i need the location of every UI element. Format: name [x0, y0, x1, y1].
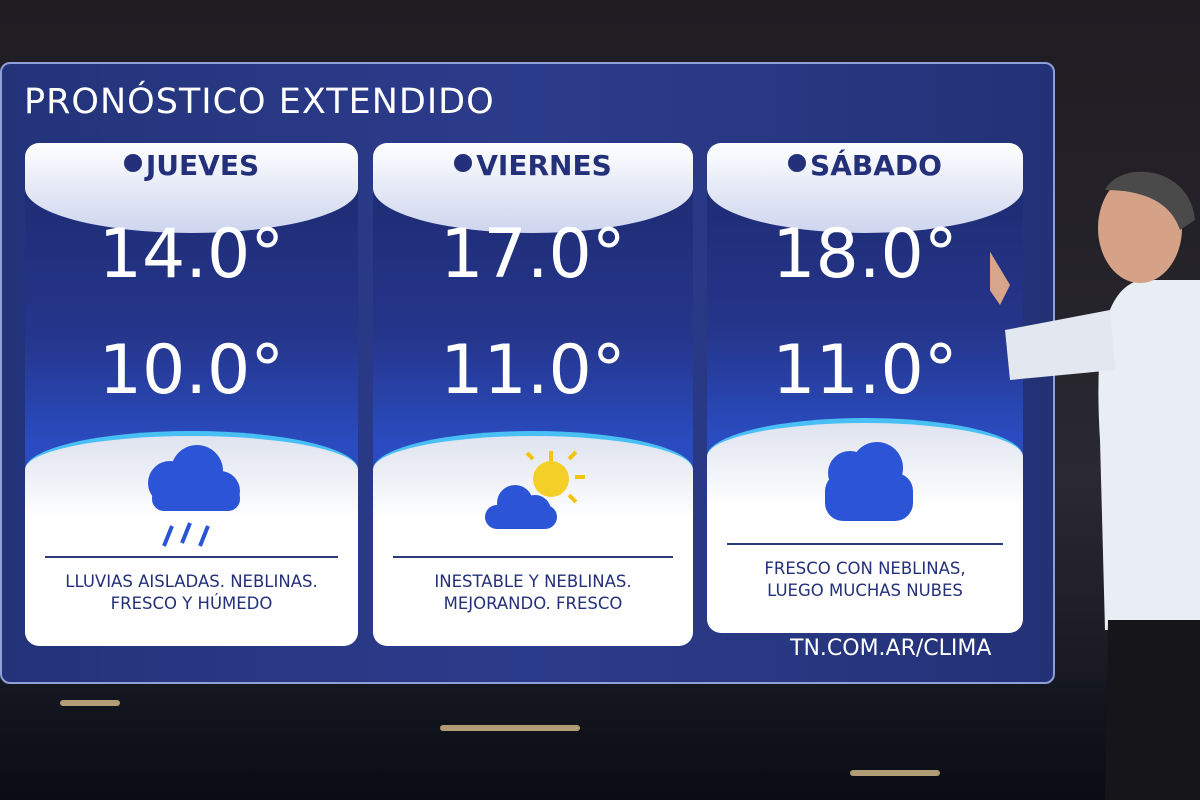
day-name: VIERNES — [476, 149, 612, 182]
description-line: FRESCO Y HÚMEDO — [110, 594, 273, 613]
check-icon — [788, 154, 807, 172]
low-temp: 10.0° — [98, 331, 285, 410]
description: FRESCO CON NEBLINAS, LUEGO MUCHAS NUBES — [707, 558, 1023, 602]
description-line: MEJORANDO. FRESCO — [443, 594, 623, 613]
description-line: LLUVIAS AISLADAS. NEBLINAS. — [65, 572, 318, 591]
description: INESTABLE Y NEBLINAS. MEJORANDO. FRESCO — [373, 571, 693, 615]
cloud-icon — [825, 442, 913, 521]
check-icon — [123, 154, 142, 172]
day-card: JUEVES 14.0° 10.0° LLUVIAS AISLADAS. NEB… — [25, 143, 358, 646]
presenter — [990, 171, 1200, 800]
sun-cloud-icon — [485, 450, 585, 529]
card-header — [373, 143, 693, 233]
card-bottom: INESTABLE Y NEBLINAS. MEJORANDO. FRESCO — [373, 431, 693, 646]
description: LLUVIAS AISLADAS. NEBLINAS. FRESCO Y HÚME… — [25, 571, 358, 615]
card-header — [707, 143, 1023, 233]
day-card: VIERNES 17.0° 11.0° INESTABLE Y NEBLINAS… — [373, 143, 693, 646]
day-name-row: VIERNES — [373, 149, 693, 182]
city-light — [440, 725, 580, 731]
rain-icon — [147, 445, 240, 547]
high-temp: 18.0° — [772, 215, 958, 294]
check-icon — [454, 154, 473, 172]
low-temp: 11.0° — [440, 331, 626, 410]
separator — [393, 556, 673, 558]
description-line: INESTABLE Y NEBLINAS. — [434, 572, 632, 591]
day-name: JUEVES — [145, 149, 260, 182]
separator — [727, 543, 1003, 545]
day-name-row: SÁBADO — [707, 149, 1023, 182]
high-temp: 17.0° — [440, 215, 626, 294]
city-light — [850, 770, 940, 776]
day-name: SÁBADO — [810, 149, 942, 182]
description-line: LUEGO MUCHAS NUBES — [767, 581, 963, 600]
card-bottom: FRESCO CON NEBLINAS, LUEGO MUCHAS NUBES — [707, 418, 1023, 633]
day-card: SÁBADO 18.0° 11.0° FRESCO CON NEBLINAS, L… — [707, 143, 1023, 633]
city-light — [60, 700, 120, 706]
low-temp: 11.0° — [772, 331, 958, 410]
footer-url: TN.COM.AR/CLIMA — [790, 636, 992, 661]
title: PRONÓSTICO EXTENDIDO — [24, 82, 495, 122]
high-temp: 14.0° — [98, 215, 285, 294]
description-line: FRESCO CON NEBLINAS, — [764, 559, 966, 578]
card-bottom: LLUVIAS AISLADAS. NEBLINAS. FRESCO Y HÚME… — [25, 431, 358, 646]
day-name-row: JUEVES — [25, 149, 358, 182]
separator — [45, 556, 338, 558]
card-header — [25, 143, 358, 233]
city-background — [0, 680, 1200, 800]
